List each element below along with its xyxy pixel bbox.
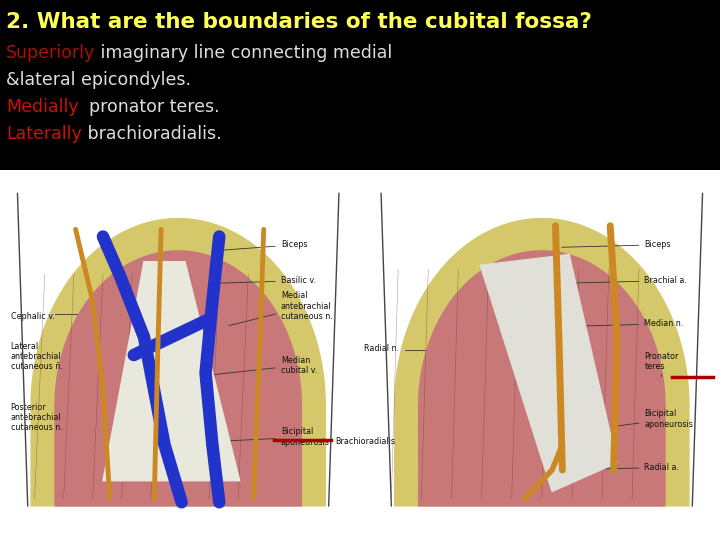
Text: Median
cubital v.: Median cubital v. xyxy=(198,356,318,376)
Polygon shape xyxy=(31,219,325,506)
Text: Medially: Medially xyxy=(6,98,78,116)
Polygon shape xyxy=(480,254,617,491)
Text: Basilic v.: Basilic v. xyxy=(219,276,316,285)
Polygon shape xyxy=(55,251,301,506)
Text: Lateral
antebrachial
cutaneous n.: Lateral antebrachial cutaneous n. xyxy=(11,342,63,372)
Text: pronator teres.: pronator teres. xyxy=(78,98,220,116)
Text: &lateral epicondyles.: &lateral epicondyles. xyxy=(6,71,191,89)
Text: Superiorly: Superiorly xyxy=(6,44,95,62)
Text: Medial
antebrachial
cutaneous n.: Medial antebrachial cutaneous n. xyxy=(229,292,333,326)
Text: Posterior
antebrachial
cutaneous n.: Posterior antebrachial cutaneous n. xyxy=(11,403,63,433)
Polygon shape xyxy=(418,251,665,506)
Text: Bicipital
aponeurosis: Bicipital aponeurosis xyxy=(222,428,330,447)
Polygon shape xyxy=(395,219,689,506)
Text: Biceps: Biceps xyxy=(562,240,671,249)
Text: Brachioradialis: Brachioradialis xyxy=(335,437,395,446)
Text: Biceps: Biceps xyxy=(215,240,307,251)
Text: Cephalic v.: Cephalic v. xyxy=(11,312,55,321)
Text: brachioradialis.: brachioradialis. xyxy=(81,125,221,143)
Text: Median n.: Median n. xyxy=(572,319,684,328)
Text: Laterally: Laterally xyxy=(6,125,81,143)
Text: Radial n.: Radial n. xyxy=(364,345,399,354)
Bar xyxy=(0,170,720,540)
Text: Bicipital
aponeurosis: Bicipital aponeurosis xyxy=(613,409,693,429)
Text: imaginary line connecting medial: imaginary line connecting medial xyxy=(95,44,392,62)
Text: 2. What are the boundaries of the cubital fossa?: 2. What are the boundaries of the cubita… xyxy=(6,12,592,32)
Text: Radial a.: Radial a. xyxy=(562,463,680,472)
Polygon shape xyxy=(103,262,240,481)
Text: Pronator
teres: Pronator teres xyxy=(644,352,679,376)
Text: Brachial a.: Brachial a. xyxy=(565,276,688,285)
